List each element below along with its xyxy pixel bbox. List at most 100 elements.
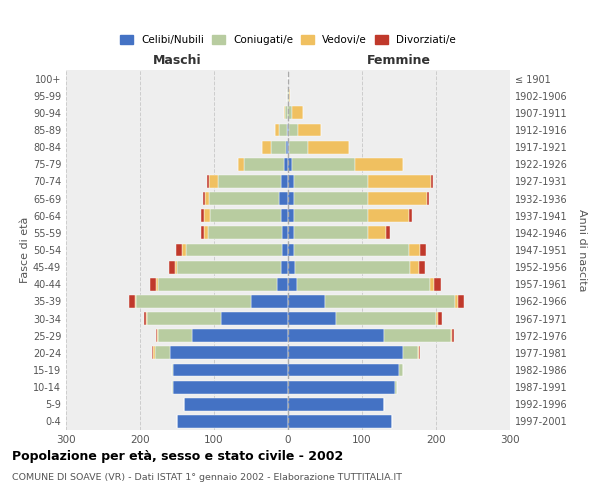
Bar (288, 244, 294, 256)
Bar (221, 312, 288, 325)
Bar (238, 158, 244, 170)
Bar (209, 175, 218, 188)
Bar (287, 124, 288, 136)
Bar (288, 158, 292, 170)
Bar (289, 90, 290, 102)
Bar (418, 346, 419, 360)
Bar (136, 295, 251, 308)
Bar (170, 346, 288, 360)
Bar (431, 175, 433, 188)
Bar (155, 346, 170, 360)
Bar (279, 192, 288, 205)
Bar (154, 346, 155, 360)
Bar (287, 90, 288, 102)
Bar (294, 244, 409, 256)
Bar (177, 260, 281, 274)
Bar (148, 312, 221, 325)
Bar (218, 175, 281, 188)
Bar (288, 192, 294, 205)
Bar (279, 124, 287, 136)
Bar (275, 124, 279, 136)
Bar (289, 124, 298, 136)
Bar (211, 210, 281, 222)
Bar (157, 330, 158, 342)
Bar (295, 260, 410, 274)
Bar (282, 226, 288, 239)
Bar (284, 158, 288, 170)
Bar (175, 260, 177, 274)
Bar (288, 260, 295, 274)
Bar (368, 175, 431, 188)
Y-axis label: Anni di nascita: Anni di nascita (577, 209, 587, 291)
Bar (409, 210, 412, 222)
Y-axis label: Fasce di età: Fasce di età (20, 217, 30, 283)
Bar (368, 192, 427, 205)
Bar (203, 192, 205, 205)
Bar (427, 192, 430, 205)
Bar (395, 380, 397, 394)
Bar (155, 330, 157, 342)
Bar (288, 330, 384, 342)
Text: Popolazione per età, sesso e stato civile - 2002: Popolazione per età, sesso e stato civil… (12, 450, 343, 463)
Bar (244, 158, 284, 170)
Bar (200, 226, 205, 239)
Bar (192, 330, 288, 342)
Bar (172, 364, 173, 376)
Bar (294, 226, 368, 239)
Bar (325, 295, 455, 308)
Bar (281, 210, 288, 222)
Bar (206, 175, 209, 188)
Bar (144, 312, 146, 325)
Bar (294, 210, 368, 222)
Bar (277, 278, 288, 290)
Bar (455, 295, 458, 308)
Bar (184, 398, 288, 410)
Bar (458, 295, 464, 308)
Bar (288, 106, 292, 120)
Bar (288, 312, 336, 325)
Bar (288, 295, 325, 308)
Bar (294, 175, 368, 188)
Bar (209, 192, 279, 205)
Bar (288, 346, 403, 360)
Bar (288, 210, 294, 222)
Bar (205, 226, 208, 239)
Bar (292, 106, 303, 120)
Bar (434, 278, 441, 290)
Bar (403, 346, 418, 360)
Bar (288, 140, 289, 153)
Bar (251, 295, 288, 308)
Bar (152, 346, 154, 360)
Bar (177, 415, 288, 428)
Legend: Celibi/Nubili, Coniugati/e, Vedovi/e, Divorziati/e: Celibi/Nubili, Coniugati/e, Vedovi/e, Di… (117, 32, 459, 48)
Bar (410, 260, 419, 274)
Bar (438, 312, 442, 325)
Bar (355, 158, 403, 170)
Bar (288, 90, 289, 102)
Bar (205, 192, 209, 205)
Bar (298, 124, 320, 136)
Bar (172, 380, 173, 394)
Bar (173, 364, 288, 376)
Bar (169, 260, 175, 274)
Bar (368, 226, 386, 239)
Bar (156, 278, 158, 290)
Bar (288, 415, 392, 428)
Bar (281, 260, 288, 274)
Bar (288, 226, 294, 239)
Bar (146, 312, 148, 325)
Bar (294, 192, 368, 205)
Text: COMUNE DI SOAVE (VR) - Dati ISTAT 1° gennaio 2002 - Elaborazione TUTTITALIA.IT: COMUNE DI SOAVE (VR) - Dati ISTAT 1° gen… (12, 472, 402, 482)
Bar (158, 278, 277, 290)
Bar (129, 295, 135, 308)
Bar (436, 312, 438, 325)
Bar (419, 346, 421, 360)
Bar (288, 175, 294, 188)
Bar (208, 226, 282, 239)
Bar (419, 260, 425, 274)
Bar (308, 140, 349, 153)
Bar (288, 124, 289, 136)
Bar (262, 140, 271, 153)
Bar (282, 244, 288, 256)
Bar (205, 210, 210, 222)
